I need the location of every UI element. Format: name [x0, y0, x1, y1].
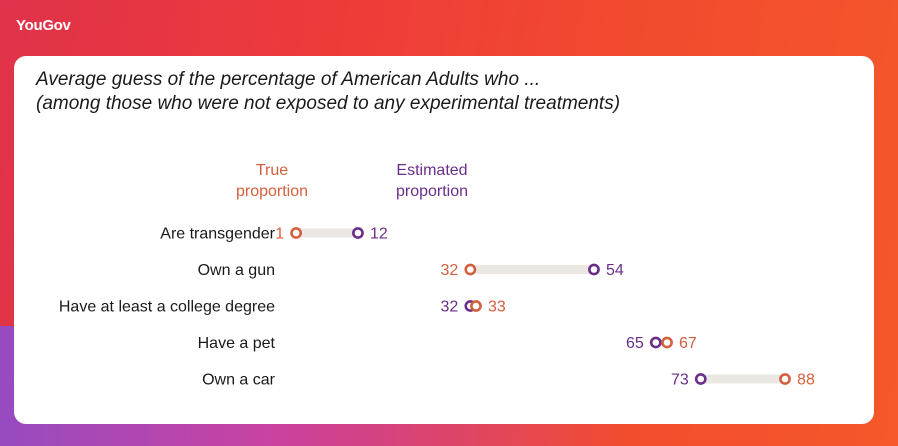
yougov-logo: YouGov [16, 17, 71, 34]
estimated-proportion-value: 73 [671, 372, 689, 389]
true-proportion-dot [470, 300, 482, 312]
estimated-proportion-value: 65 [626, 335, 644, 352]
true-proportion-dot [464, 263, 477, 276]
estimated-proportion-dot [694, 373, 707, 385]
estimated-proportion-value: 54 [606, 262, 624, 279]
estimated-proportion-dot [588, 263, 600, 276]
estimated-proportion-header-line2: proportion [395, 183, 469, 200]
chart-title-line1: Average guess of the percentage of Ameri… [36, 69, 541, 90]
chart-title-line2: (among those who were not exposed to any… [36, 93, 621, 114]
category-label: Own a car [202, 372, 276, 389]
estimated-proportion-dot [352, 227, 364, 239]
category-label: Have at least a college degree [59, 299, 275, 316]
estimated-proportion-header: Estimated proportion [372, 160, 492, 202]
category-label: Are transgender [160, 226, 275, 243]
true-proportion-dot [779, 373, 791, 385]
true-proportion-dot [290, 227, 303, 239]
true-proportion-header: True proportion [212, 160, 332, 202]
true-proportion-header-line2: proportion [235, 183, 309, 200]
category-label: Own a gun [198, 262, 275, 279]
true-proportion-value: 1 [275, 226, 284, 243]
true-proportion-value: 32 [441, 262, 459, 279]
estimated-proportion-dot [649, 336, 662, 349]
chart-card: Average guess of the percentage of Ameri… [14, 56, 874, 424]
true-proportion-value: 33 [488, 299, 506, 316]
true-proportion-header-line1: True [255, 162, 289, 179]
true-proportion-value: 67 [679, 335, 697, 352]
estimated-proportion-header-line1: Estimated [396, 162, 468, 179]
dot-plot: Are transgender 1 12 Own a gun 32 54 Have at l… [59, 226, 815, 389]
estimated-proportion-value: 32 [441, 299, 459, 316]
chart-title: Average guess of the percentage of Ameri… [36, 68, 620, 116]
category-label: Have a pet [198, 335, 276, 352]
true-proportion-value: 88 [797, 372, 815, 389]
estimated-proportion-value: 12 [370, 226, 388, 243]
true-proportion-dot [661, 336, 673, 349]
